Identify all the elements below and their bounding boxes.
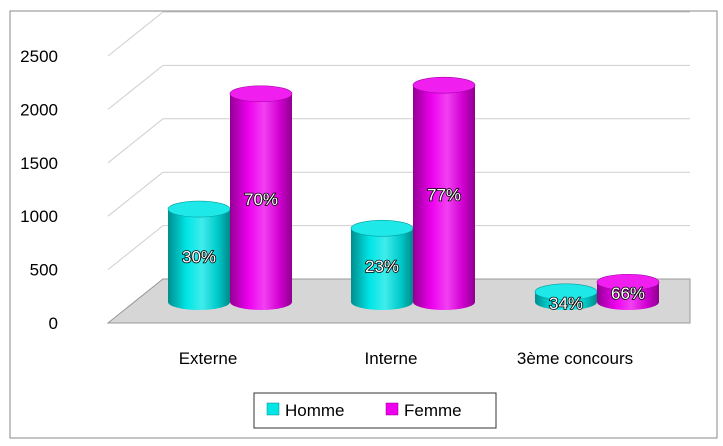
- bar-top: [167, 200, 231, 218]
- legend: Homme Femme: [253, 392, 497, 429]
- legend-label-homme: Homme: [285, 401, 345, 420]
- x-tick-label: Externe: [179, 349, 238, 368]
- data-label: 70%: [244, 190, 278, 209]
- bar-homme: 34%: [534, 283, 598, 314]
- bar-body: [413, 85, 475, 310]
- gridline: [107, 225, 164, 270]
- y-axis-ticks: 0 500 1000 1500 2000 2500: [20, 47, 58, 333]
- bar-femme: 77%: [412, 76, 476, 310]
- bars: 30% 70% 23% 77% 34% 66%: [167, 76, 660, 314]
- legend-swatch-femme: [385, 402, 399, 416]
- x-tick-label: 3ème concours: [517, 349, 633, 368]
- gridline: [107, 65, 164, 110]
- x-axis-ticks: Externe Interne 3ème concours: [179, 349, 633, 368]
- bar-homme: 23%: [350, 220, 414, 310]
- data-label: 23%: [365, 257, 399, 276]
- data-label: 66%: [611, 284, 645, 303]
- y-tick-label: 2000: [20, 100, 58, 119]
- y-tick-label: 2500: [20, 47, 58, 66]
- bar-top: [350, 220, 414, 237]
- y-tick-label: 1500: [20, 154, 58, 173]
- legend-label-femme: Femme: [404, 401, 462, 420]
- data-label: 77%: [427, 186, 461, 205]
- bar-femme: 66%: [596, 273, 660, 310]
- bar-femme: 70%: [229, 85, 293, 311]
- bar-body: [168, 209, 230, 310]
- y-tick-label: 1000: [20, 207, 58, 226]
- y-tick-label: 500: [30, 261, 58, 280]
- bar-body: [351, 228, 413, 310]
- bar-top: [229, 85, 293, 103]
- legend-box: [253, 392, 497, 429]
- bar-body: [230, 93, 292, 311]
- gridline: [107, 118, 164, 164]
- data-label: 34%: [549, 294, 583, 313]
- y-tick-label: 0: [49, 314, 58, 333]
- legend-swatch-homme: [266, 402, 280, 416]
- bar-top: [596, 273, 660, 291]
- data-label: 30%: [182, 248, 216, 267]
- gridline: [107, 11, 164, 57]
- bar-top: [412, 76, 476, 94]
- gridline: [107, 171, 164, 217]
- bar-homme: 30%: [167, 200, 231, 310]
- x-tick-label: Interne: [365, 349, 418, 368]
